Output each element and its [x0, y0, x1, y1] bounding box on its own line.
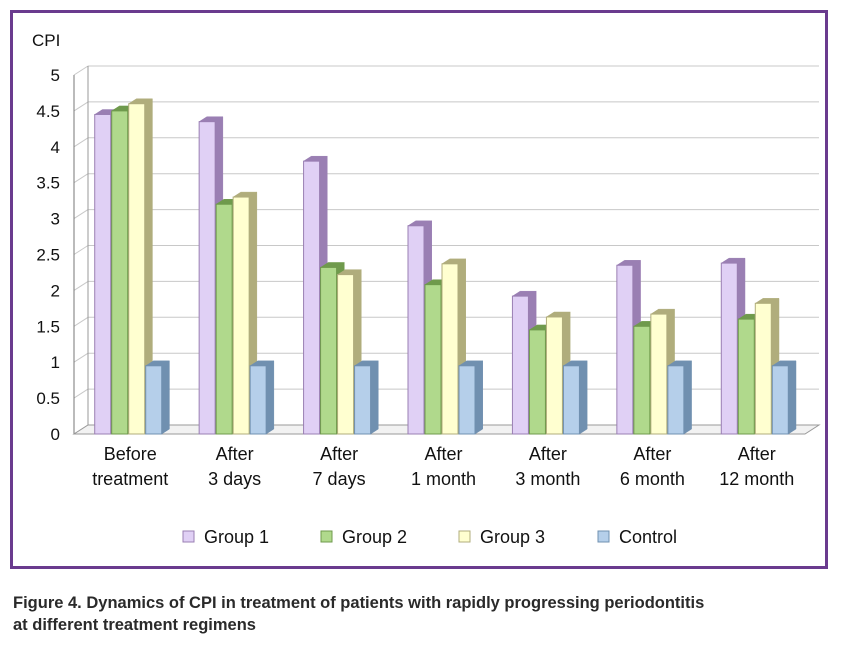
figure-caption: Figure 4. Dynamics of CPI in treatment o…	[13, 592, 833, 636]
gridline-depth	[73, 245, 89, 255]
bar-side	[265, 360, 275, 435]
x-tick-label: 6 month	[620, 469, 685, 489]
legend-item: Control	[597, 527, 677, 547]
y-tick-label: 0	[51, 425, 60, 444]
gridline-depth	[73, 209, 89, 220]
y-tick-label: 1	[51, 353, 60, 372]
cpi-bar-chart: 0 0.5 1 1.5 2 2.5 3 3.5 4 4.5 5 CPI Before treatment A…	[32, 31, 821, 547]
caption-line-2: at different treatment regimens	[13, 616, 256, 634]
legend-label: Group 3	[480, 527, 545, 547]
bar-front	[771, 365, 789, 435]
gridline-depth	[73, 65, 89, 76]
legend-swatch	[182, 530, 195, 543]
gridline-depth	[73, 280, 89, 291]
y-tick-label: 3.5	[36, 174, 60, 193]
y-tick-label: 2.5	[36, 246, 60, 265]
x-tick-label: After	[529, 444, 567, 464]
y-axis-label: CPI	[32, 31, 60, 50]
bar	[127, 98, 154, 435]
caption-line-1: Figure 4. Dynamics of CPI in treatment o…	[13, 594, 705, 612]
x-tick-label: After	[424, 444, 462, 464]
bar-front	[145, 365, 163, 435]
legend-item: Group 2	[320, 527, 407, 547]
bar-front	[511, 295, 529, 435]
bar-front	[633, 325, 651, 435]
legend-swatch	[597, 530, 610, 543]
y-tick-label: 2	[51, 281, 60, 300]
gridline-depth	[73, 173, 89, 184]
legend-label: Group 1	[204, 527, 269, 547]
gridline-depth	[73, 137, 89, 148]
bar-side	[161, 360, 170, 435]
bar	[458, 360, 484, 435]
bar-side	[474, 360, 483, 435]
x-tick-label: Before	[104, 444, 157, 464]
x-tick-label: After	[320, 444, 358, 464]
bar-front	[94, 113, 112, 435]
legend-swatch	[320, 530, 333, 543]
legend-label: Group 2	[342, 527, 407, 547]
x-tick-label: 3 month	[515, 469, 580, 489]
bar-side	[370, 360, 379, 435]
bar-side	[683, 360, 692, 435]
bar-front	[754, 302, 772, 435]
bar-front	[249, 365, 267, 435]
legend-label: Control	[619, 527, 677, 547]
x-tick-label: treatment	[92, 469, 168, 489]
gridline-depth	[73, 388, 89, 399]
bar-front	[424, 284, 442, 435]
bar	[144, 360, 171, 435]
bar-front	[545, 316, 563, 435]
gridline-depth	[73, 316, 89, 327]
y-tick-label: 3	[51, 210, 60, 229]
y-tick-label: 0.5	[36, 389, 60, 408]
x-tick-label: After	[633, 444, 671, 464]
x-tick-label: 1 month	[411, 469, 476, 489]
bar-front	[320, 266, 338, 435]
bar-front	[198, 121, 216, 435]
bar-front	[616, 264, 634, 435]
bar-front	[650, 313, 668, 435]
legend-item: Group 3	[458, 527, 545, 547]
bar-front	[441, 263, 459, 435]
x-tick-label: 12 month	[719, 469, 794, 489]
bar-front	[354, 365, 372, 435]
x-tick-label: After	[738, 444, 776, 464]
bar-front	[737, 318, 755, 435]
bar	[249, 360, 275, 435]
bar-side	[579, 360, 588, 435]
bar-front	[215, 203, 233, 435]
bar-front	[111, 110, 129, 435]
bar-front	[562, 365, 580, 435]
bar-front	[232, 196, 250, 435]
bar-front	[528, 329, 546, 435]
bar	[353, 360, 380, 435]
x-tick-label: 3 days	[208, 469, 261, 489]
bar-front	[667, 365, 685, 435]
y-tick-label: 4	[51, 138, 60, 157]
x-tick-label: After	[216, 444, 254, 464]
gridline-depth	[73, 352, 89, 363]
bar-front	[303, 160, 321, 435]
y-tick-label: 4.5	[36, 102, 60, 121]
bar	[771, 360, 797, 435]
bar-front	[720, 262, 738, 435]
bar	[667, 360, 693, 435]
legend-item: Group 1	[182, 527, 269, 547]
bar-front	[337, 274, 355, 435]
bar-side	[788, 360, 797, 435]
legend-swatch	[458, 530, 471, 543]
y-tick-label: 1.5	[36, 317, 60, 336]
bar	[562, 360, 588, 435]
y-tick-label: 5	[51, 66, 60, 85]
gridline-depth	[73, 101, 89, 112]
bar-front	[407, 225, 425, 435]
bar-front	[458, 365, 476, 435]
bar-front	[128, 103, 146, 435]
x-tick-label: 7 days	[313, 469, 366, 489]
